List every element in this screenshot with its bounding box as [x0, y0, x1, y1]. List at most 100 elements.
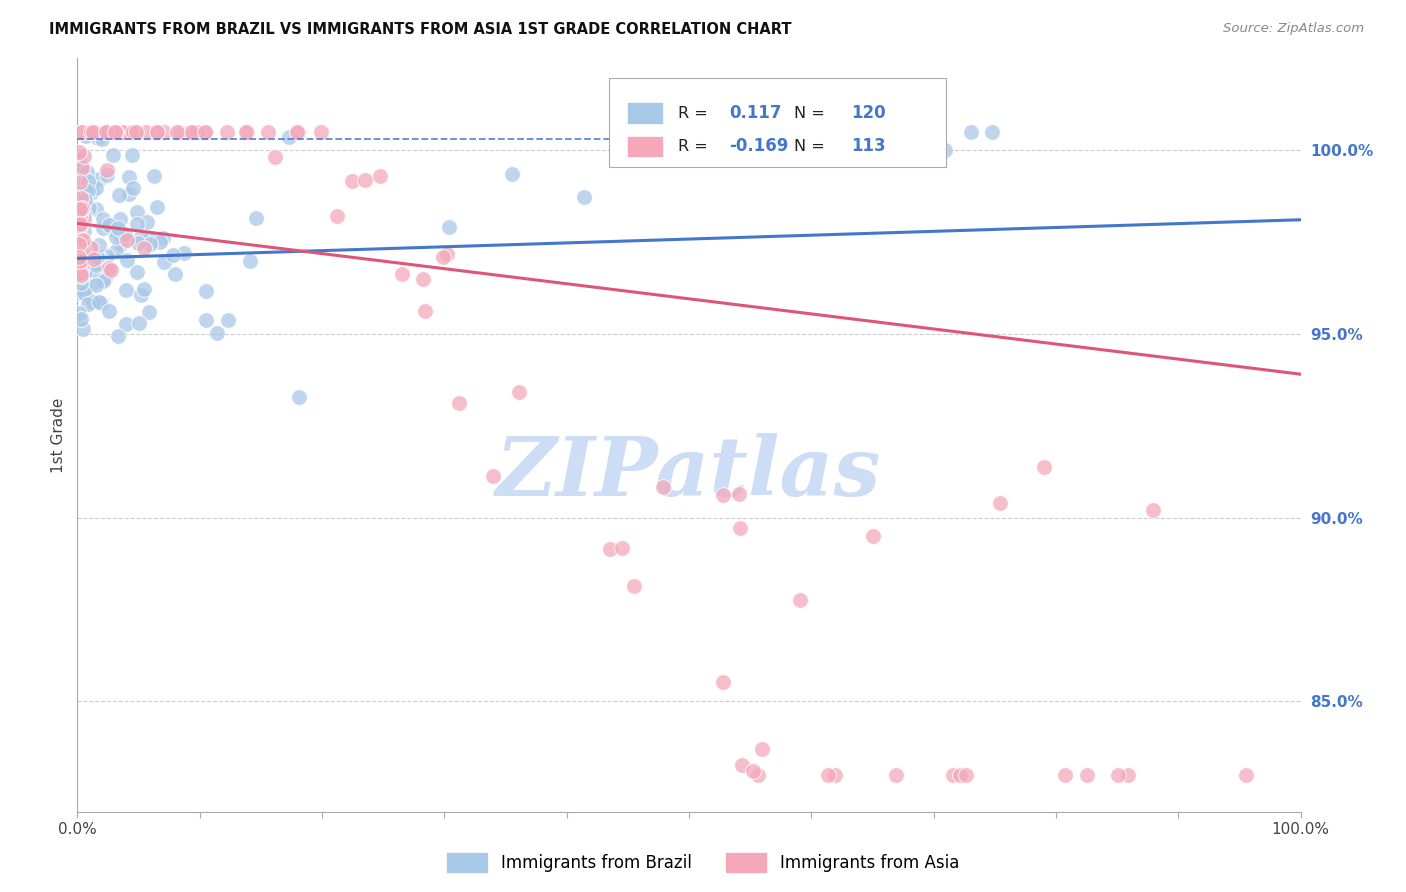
Point [70, 253, 93, 268]
Point [80, 124, 103, 138]
Point [114, 124, 136, 138]
Text: 0.117: 0.117 [730, 104, 782, 122]
Point [173, 246, 195, 260]
Point [72, 249, 94, 263]
Point [70, 191, 93, 205]
Point [152, 255, 174, 269]
Point [90, 132, 112, 146]
Point [70, 161, 93, 175]
Point [96, 168, 118, 182]
Point [97, 124, 120, 138]
Point [711, 675, 734, 690]
Text: R =: R = [678, 138, 713, 153]
Point [988, 496, 1011, 510]
Point [862, 529, 884, 543]
Point [415, 304, 437, 318]
Point [69, 232, 91, 246]
Point [599, 541, 621, 556]
Point [79, 261, 101, 276]
Point [115, 318, 138, 332]
Point [146, 124, 169, 138]
Point [727, 486, 749, 500]
Point [728, 521, 751, 535]
Point [342, 174, 364, 188]
Point [152, 231, 174, 245]
Point [136, 215, 159, 229]
Point [824, 768, 846, 782]
Point [67, 277, 90, 291]
Point [194, 124, 217, 138]
Point [69, 202, 91, 216]
Point [482, 468, 505, 483]
Point [82, 263, 104, 277]
Point [572, 190, 595, 204]
Point [194, 124, 217, 138]
Point [91, 220, 114, 235]
Point [651, 480, 673, 494]
Point [103, 124, 125, 138]
Point [745, 145, 768, 159]
Point [84, 124, 107, 138]
Point [82, 254, 104, 268]
Legend: Immigrants from Brazil, Immigrants from Asia: Immigrants from Brazil, Immigrants from … [440, 846, 966, 880]
Point [98, 218, 121, 232]
Point [501, 167, 523, 181]
Point [84, 180, 107, 194]
Text: 120: 120 [852, 104, 886, 122]
Point [67, 245, 90, 260]
Point [70, 202, 93, 216]
Point [235, 124, 257, 138]
Point [70, 188, 93, 202]
Point [278, 130, 301, 145]
Point [138, 305, 160, 319]
Point [121, 148, 143, 162]
Point [86, 250, 108, 264]
Point [368, 169, 391, 183]
Point [163, 267, 186, 281]
Point [82, 124, 104, 138]
Point [285, 124, 308, 138]
Point [87, 130, 110, 145]
Point [82, 276, 104, 290]
Point [72, 124, 94, 138]
Point [1032, 460, 1054, 475]
FancyBboxPatch shape [609, 78, 946, 168]
Point [115, 252, 138, 267]
Point [91, 211, 114, 226]
Point [142, 169, 165, 183]
Point [118, 169, 141, 184]
Text: -0.169: -0.169 [730, 137, 789, 155]
Point [927, 124, 949, 138]
Point [111, 124, 134, 138]
Point [67, 209, 90, 223]
Text: N =: N = [794, 138, 830, 153]
Point [100, 222, 122, 236]
Point [245, 211, 267, 225]
Point [195, 284, 218, 298]
Point [1053, 768, 1076, 782]
Point [80, 241, 103, 255]
Point [1116, 768, 1139, 782]
Point [122, 124, 145, 138]
Text: N =: N = [794, 105, 830, 120]
Point [72, 248, 94, 262]
Point [82, 294, 104, 309]
Point [391, 267, 413, 281]
Point [627, 133, 650, 147]
Point [695, 128, 717, 143]
Point [96, 124, 118, 138]
Point [239, 254, 262, 268]
Point [77, 124, 100, 138]
Point [97, 264, 120, 278]
Point [412, 272, 434, 286]
Point [69, 219, 91, 233]
Point [153, 124, 176, 138]
Point [67, 145, 90, 159]
Point [69, 254, 91, 268]
Point [80, 185, 103, 199]
Point [205, 326, 228, 340]
Point [77, 201, 100, 215]
Point [73, 265, 96, 279]
Point [86, 256, 108, 270]
Point [67, 218, 90, 232]
